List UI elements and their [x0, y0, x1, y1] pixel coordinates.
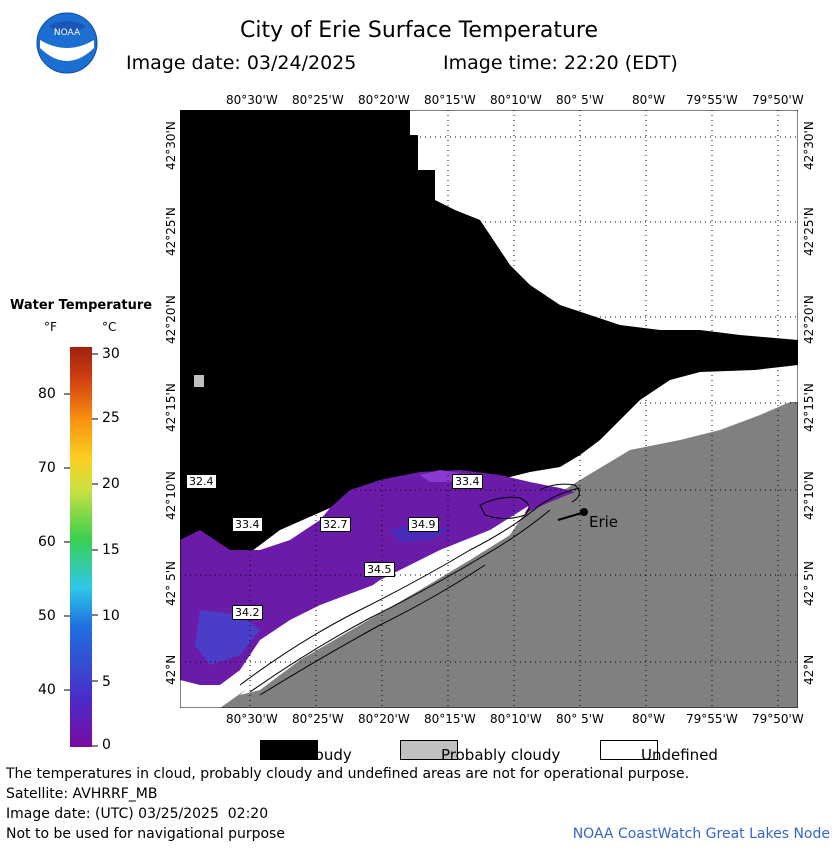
lon-label-top: 79°55'W — [686, 93, 738, 107]
map-panel — [180, 110, 798, 708]
lon-label-bottom: 80°10'W — [490, 712, 542, 726]
lon-label-bottom: 80°25'W — [292, 712, 344, 726]
satellite-note: Satellite: AVHRRF_MB — [6, 786, 158, 802]
utc-date-note: Image date: (UTC) 03/25/2025 02:20 — [6, 806, 269, 822]
legend-tick-c: 30 — [102, 346, 120, 362]
lon-label-top: 80°W — [632, 93, 666, 107]
lat-label-right: 42° 5'N — [802, 561, 816, 606]
temp-label: 33.4 — [232, 517, 263, 532]
lat-label-right: 42°30'N — [802, 121, 816, 170]
lat-label-left: 42°15'N — [164, 383, 178, 432]
lon-label-top: 80°15'W — [424, 93, 476, 107]
map-grid — [180, 110, 798, 708]
disclaimer-note: The temperatures in cloud, probably clou… — [6, 766, 690, 782]
legend-tick-f: 60 — [38, 534, 56, 550]
lon-label-bottom: 79°55'W — [686, 712, 738, 726]
legend-tick-f: 70 — [38, 460, 56, 476]
legend-title: Water Temperature — [10, 298, 153, 313]
lon-label-top: 80°25'W — [292, 93, 344, 107]
image-date: Image date: 03/24/2025 — [126, 52, 357, 74]
temperature-contours — [239, 483, 581, 696]
lat-label-right: 42°N — [802, 654, 816, 685]
noaa-logo-icon: NOAA — [36, 12, 98, 74]
legend-tick-c: 10 — [102, 608, 120, 624]
image-time: Image time: 22:20 (EDT) — [443, 52, 678, 74]
color-bar-ticks — [64, 353, 98, 747]
temp-label: 34.5 — [364, 562, 395, 577]
lat-label-left: 42° 5'N — [164, 561, 178, 606]
probably-cloudy-patch — [194, 375, 204, 387]
legend-unit-c: °C — [102, 320, 117, 334]
key-label-undefined: Undefined — [641, 746, 718, 764]
legend-tick-c: 0 — [102, 737, 111, 753]
credit-text: NOAA CoastWatch Great Lakes Node — [572, 826, 830, 842]
key-label-probably-cloudy: Probably cloudy — [441, 746, 561, 764]
key-swatch-cloudy — [260, 740, 318, 760]
water-temperature-area — [180, 470, 575, 685]
navigation-note: Not to be used for navigational purpose — [6, 826, 285, 842]
legend-tick-c: 5 — [102, 674, 111, 690]
lon-label-top: 79°50'W — [752, 93, 804, 107]
lat-label-left: 42°N — [164, 654, 178, 685]
cloud-area — [180, 110, 798, 600]
svg-text:NOAA: NOAA — [54, 28, 81, 38]
legend-tick-c: 15 — [102, 542, 120, 558]
lon-label-bottom: 80°15'W — [424, 712, 476, 726]
lon-label-top: 80° 5'W — [556, 93, 604, 107]
key-label-cloudy: Cloudy — [300, 746, 352, 764]
lon-label-bottom: 80° 5'W — [556, 712, 604, 726]
lon-label-top: 80°20'W — [358, 93, 410, 107]
page-title: City of Erie Surface Temperature — [239, 18, 599, 43]
color-bar — [70, 347, 92, 747]
lat-label-left: 42°25'N — [164, 207, 178, 256]
legend-tick-f: 40 — [38, 682, 56, 698]
key-swatch-undefined — [600, 740, 658, 760]
lat-label-left: 42°30'N — [164, 121, 178, 170]
key-swatch-probably-cloudy — [400, 740, 458, 760]
legend-tick-c: 25 — [102, 410, 120, 426]
lat-label-right: 42°15'N — [802, 383, 816, 432]
lat-label-right: 42°25'N — [802, 207, 816, 256]
lat-label-left: 42°20'N — [164, 295, 178, 344]
legend-tick-f: 50 — [38, 608, 56, 624]
legend-tick-c: 20 — [102, 476, 120, 492]
legend-tick-f: 80 — [38, 386, 56, 402]
temp-label: 33.4 — [452, 474, 483, 489]
temp-label: 34.9 — [408, 517, 439, 532]
lat-label-right: 42°20'N — [802, 295, 816, 344]
lon-label-top: 80°30'W — [226, 93, 278, 107]
lat-label-right: 42°10'N — [802, 471, 816, 520]
city-label: Erie — [589, 513, 619, 531]
lon-label-bottom: 80°W — [632, 712, 666, 726]
lon-label-bottom: 80°30'W — [226, 712, 278, 726]
land-area — [220, 402, 798, 708]
noaa-logo: NOAA — [36, 12, 98, 74]
temp-label: 32.7 — [320, 517, 351, 532]
lon-label-bottom: 80°20'W — [358, 712, 410, 726]
erie-marker-icon — [580, 508, 588, 516]
temp-label: 34.2 — [232, 605, 263, 620]
temp-label: 32.4 — [186, 474, 217, 489]
lon-label-top: 80°10'W — [490, 93, 542, 107]
legend-unit-f: °F — [44, 320, 57, 334]
lat-label-left: 42°10'N — [164, 471, 178, 520]
lon-label-bottom: 79°50'W — [752, 712, 804, 726]
